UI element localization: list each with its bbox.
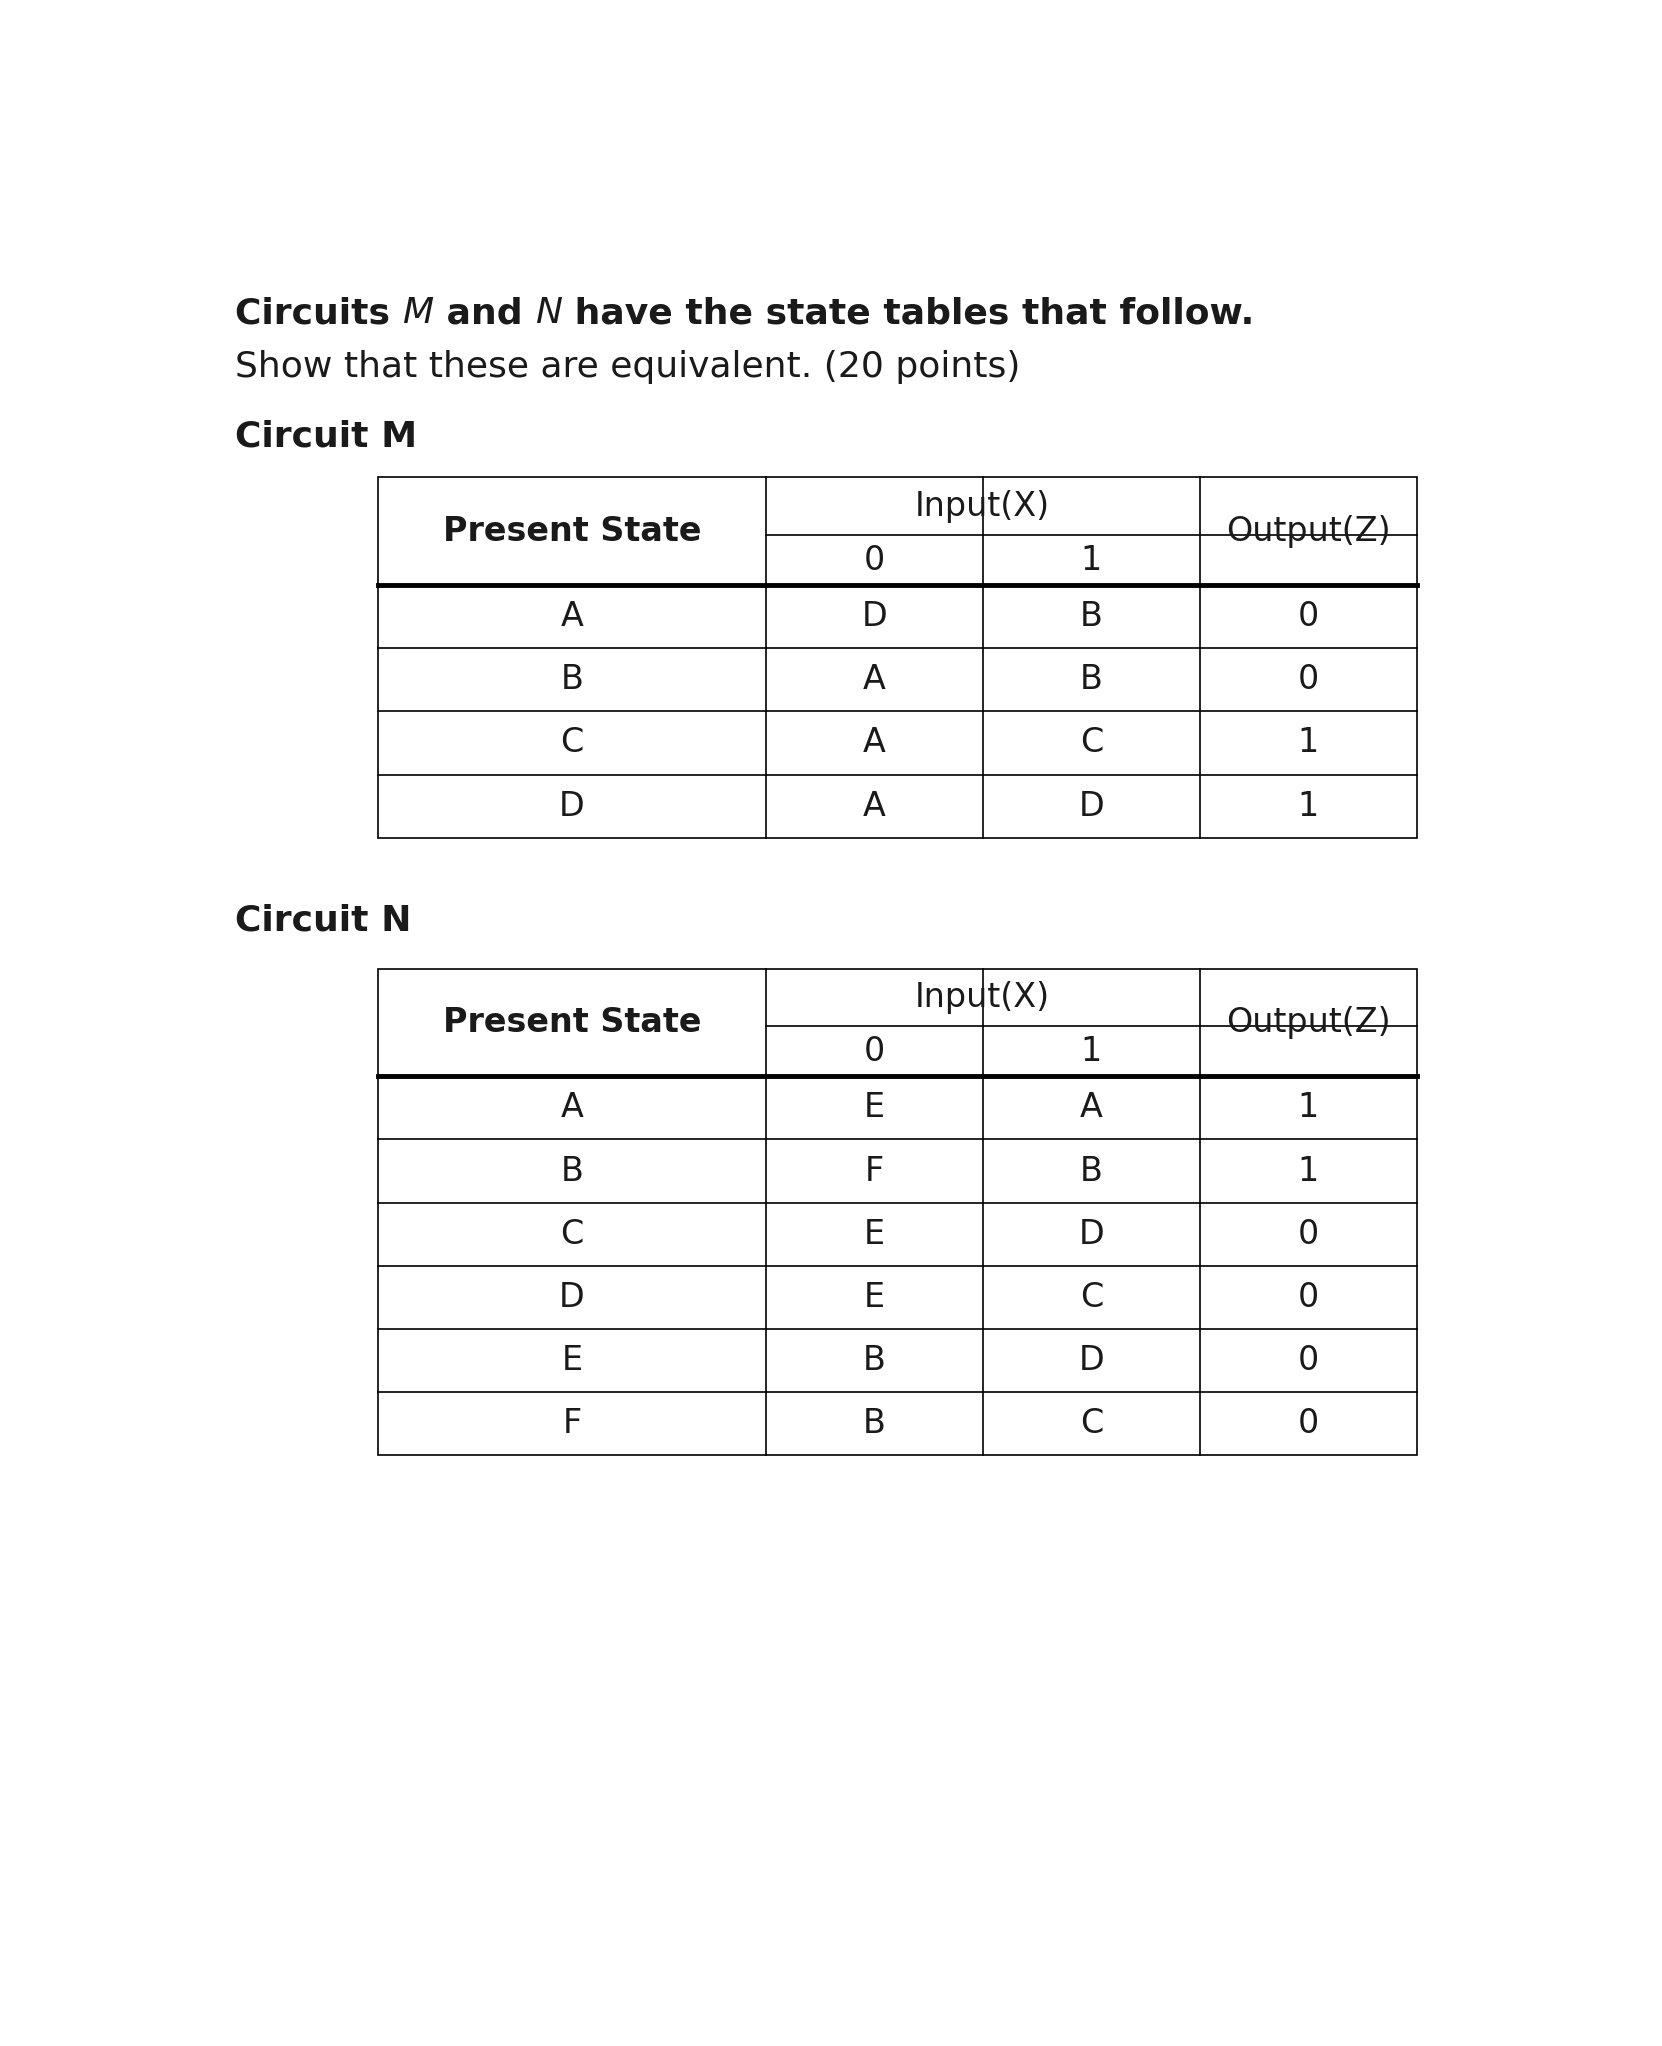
Text: 0: 0 [864, 1035, 884, 1068]
Text: 0: 0 [864, 544, 884, 577]
Text: 0: 0 [1298, 1281, 1320, 1314]
Text: 0: 0 [1298, 599, 1320, 632]
Text: M: M [402, 297, 434, 329]
Text: 1: 1 [1298, 1154, 1320, 1187]
Text: C: C [560, 726, 583, 759]
Text: B: B [1080, 663, 1102, 696]
Text: E: E [864, 1281, 884, 1314]
Text: B: B [1080, 1154, 1102, 1187]
Text: B: B [1080, 599, 1102, 632]
Text: D: D [861, 599, 888, 632]
Text: C: C [1080, 1408, 1104, 1440]
Text: D: D [558, 790, 585, 822]
Text: Input(X): Input(X) [916, 489, 1050, 522]
Text: D: D [558, 1281, 585, 1314]
Text: Circuit M: Circuit M [234, 419, 417, 454]
Text: D: D [1079, 1217, 1104, 1250]
Text: have the state tables that follow.: have the state tables that follow. [562, 297, 1255, 329]
Text: D: D [1079, 1344, 1104, 1377]
Text: D: D [1079, 790, 1104, 822]
Text: Input(X): Input(X) [916, 980, 1050, 1015]
Text: 1: 1 [1298, 726, 1320, 759]
Text: Circuits: Circuits [234, 297, 402, 329]
Text: and: and [434, 297, 535, 329]
Text: Present State: Present State [442, 516, 701, 548]
Text: 1: 1 [1298, 1091, 1320, 1125]
Text: B: B [560, 1154, 583, 1187]
Text: 1: 1 [1080, 544, 1102, 577]
Text: Output(Z): Output(Z) [1227, 1007, 1391, 1039]
Text: C: C [1080, 726, 1104, 759]
Text: 0: 0 [1298, 663, 1320, 696]
Text: N: N [535, 297, 562, 329]
Text: A: A [863, 726, 886, 759]
Text: A: A [1080, 1091, 1102, 1125]
Text: 0: 0 [1298, 1408, 1320, 1440]
Text: Present State: Present State [442, 1007, 701, 1039]
Text: C: C [560, 1217, 583, 1250]
Text: 0: 0 [1298, 1344, 1320, 1377]
Text: F: F [864, 1154, 884, 1187]
Bar [379, 477, 1416, 837]
Text: E: E [864, 1091, 884, 1125]
Text: B: B [863, 1408, 886, 1440]
Text: E: E [562, 1344, 583, 1377]
Text: A: A [863, 663, 886, 696]
Text: 0: 0 [1298, 1217, 1320, 1250]
Text: Show that these are equivalent. (20 points): Show that these are equivalent. (20 poin… [234, 350, 1020, 385]
Text: Circuit N: Circuit N [234, 902, 412, 937]
Text: A: A [863, 790, 886, 822]
Text: F: F [562, 1408, 582, 1440]
Text: 1: 1 [1080, 1035, 1102, 1068]
Text: B: B [863, 1344, 886, 1377]
Text: E: E [864, 1217, 884, 1250]
Text: Output(Z): Output(Z) [1227, 516, 1391, 548]
Text: B: B [560, 663, 583, 696]
Text: A: A [560, 1091, 583, 1125]
Text: 1: 1 [1298, 790, 1320, 822]
Bar [379, 968, 1416, 1455]
Text: C: C [1080, 1281, 1104, 1314]
Text: A: A [560, 599, 583, 632]
